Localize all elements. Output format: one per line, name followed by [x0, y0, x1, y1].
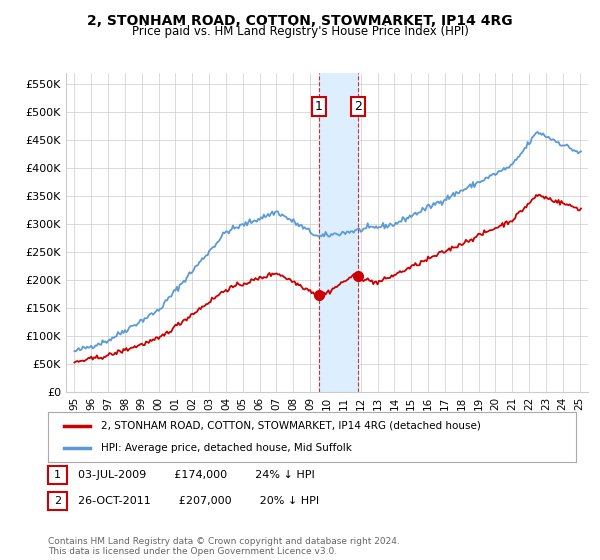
Text: 26-OCT-2011        £207,000        20% ↓ HPI: 26-OCT-2011 £207,000 20% ↓ HPI — [78, 496, 319, 506]
Text: 1: 1 — [314, 100, 323, 113]
Text: This data is licensed under the Open Government Licence v3.0.: This data is licensed under the Open Gov… — [48, 547, 337, 556]
Text: 2: 2 — [354, 100, 362, 113]
Bar — [319, 73, 358, 392]
Text: 2, STONHAM ROAD, COTTON, STOWMARKET, IP14 4RG: 2, STONHAM ROAD, COTTON, STOWMARKET, IP1… — [87, 14, 513, 28]
Text: 2: 2 — [54, 496, 61, 506]
Text: Contains HM Land Registry data © Crown copyright and database right 2024.: Contains HM Land Registry data © Crown c… — [48, 537, 400, 546]
Text: Price paid vs. HM Land Registry's House Price Index (HPI): Price paid vs. HM Land Registry's House … — [131, 25, 469, 38]
Text: 1: 1 — [54, 470, 61, 480]
Text: 03-JUL-2009        £174,000        24% ↓ HPI: 03-JUL-2009 £174,000 24% ↓ HPI — [78, 470, 315, 480]
Text: HPI: Average price, detached house, Mid Suffolk: HPI: Average price, detached house, Mid … — [101, 443, 352, 453]
Text: 2, STONHAM ROAD, COTTON, STOWMARKET, IP14 4RG (detached house): 2, STONHAM ROAD, COTTON, STOWMARKET, IP1… — [101, 421, 481, 431]
